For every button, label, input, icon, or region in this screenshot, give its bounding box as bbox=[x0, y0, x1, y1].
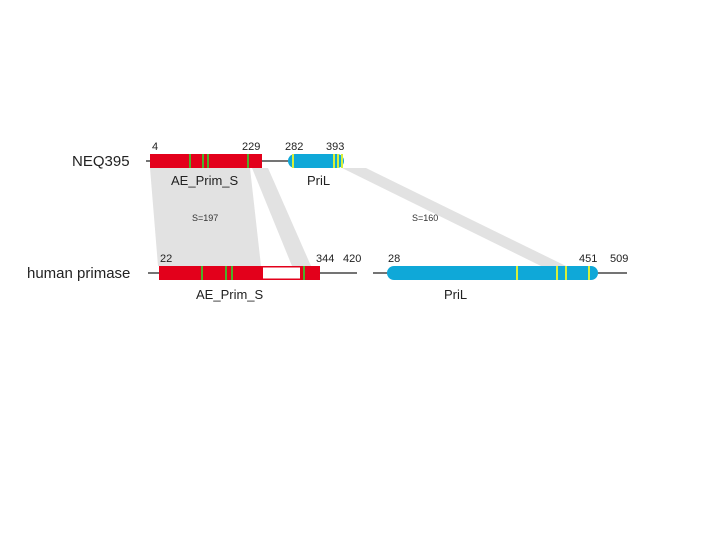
pril-motifs-human bbox=[516, 266, 590, 280]
alignment-score-1: S=197 bbox=[192, 213, 218, 223]
alignment-band-ae-prim-s-extension bbox=[252, 168, 311, 266]
pril-motifs-neq395 bbox=[292, 154, 343, 168]
pos-start: 4 bbox=[152, 141, 158, 153]
pos-total: 509 bbox=[610, 253, 628, 265]
alignment-band-ae-prim-s bbox=[150, 168, 261, 266]
pos-total: 420 bbox=[343, 253, 361, 265]
domain-label: PriL bbox=[444, 287, 467, 302]
domain-gap bbox=[263, 267, 300, 279]
domain-label: PriL bbox=[307, 173, 330, 188]
pos-end: 229 bbox=[242, 141, 260, 153]
protein-name-neq395: NEQ395 bbox=[72, 153, 130, 170]
domain-pril-neq395 bbox=[288, 154, 344, 168]
pos-end: 451 bbox=[579, 253, 597, 265]
pos-start: 28 bbox=[388, 253, 400, 265]
protein-name-human-primase: human primase bbox=[27, 265, 130, 282]
domain-label: AE_Prim_S bbox=[171, 173, 239, 188]
domain-ae-prim-s-neq395 bbox=[150, 154, 262, 168]
pos-start: 282 bbox=[285, 141, 303, 153]
alignment-score-2: S=160 bbox=[412, 213, 438, 223]
domain-label: AE_Prim_S bbox=[196, 287, 264, 302]
domain-pril-human bbox=[387, 266, 598, 280]
ae-motifs-human bbox=[201, 266, 305, 280]
pos-start: 22 bbox=[160, 253, 172, 265]
ae-motifs-neq395 bbox=[189, 154, 249, 168]
alignment-band-pril bbox=[342, 168, 566, 266]
pos-end: 393 bbox=[326, 141, 344, 153]
pos-end: 344 bbox=[316, 253, 334, 265]
